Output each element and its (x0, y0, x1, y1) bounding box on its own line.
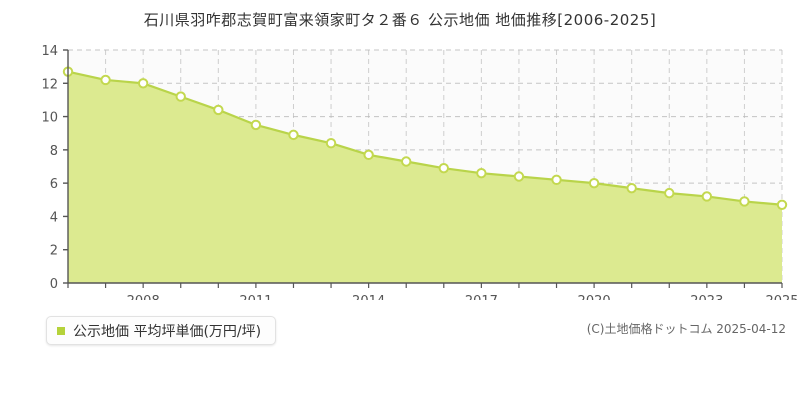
data-point-2013[interactable] (325, 138, 337, 149)
data-point-2020[interactable] (588, 177, 600, 189)
chart-legend: 公示地価 平均坪単価(万円/坪) (46, 316, 277, 345)
data-point-2023[interactable] (701, 191, 713, 202)
x-tick-label-2011: 2011 (239, 294, 272, 300)
y-tick-label-6: 6 (50, 177, 58, 192)
axes (63, 49, 783, 288)
x-tick-label-2008: 2008 (127, 294, 160, 300)
data-point-2014[interactable] (363, 149, 374, 161)
data-point-2007[interactable] (100, 74, 111, 86)
legend-label: 公示地価 平均坪単価(万円/坪) (73, 323, 262, 340)
y-tick-label-10: 10 (41, 111, 58, 126)
data-point-2025[interactable] (776, 199, 788, 210)
land-price-area-chart: 0 2 4 6 8 10 12 14 2008 2011 2014 2017 2020 2023 2025 (41, 44, 799, 300)
y-tick-label-0: 0 (50, 277, 58, 292)
data-point-2015[interactable] (401, 156, 412, 167)
data-point-2018[interactable] (513, 171, 525, 182)
area-fill (68, 71, 782, 283)
data-point-2024[interactable] (739, 196, 750, 207)
plot-area: 0 2 4 6 8 10 12 14 2008 2011 2014 2017 2020 2023 2025 (0, 40, 800, 300)
x-tick-label-2017: 2017 (465, 294, 498, 300)
y-tick-label-12: 12 (41, 77, 58, 92)
data-point-2017[interactable] (476, 167, 487, 179)
y-tick-label-4: 4 (50, 210, 58, 225)
x-tick-label-2023: 2023 (690, 294, 723, 300)
data-point-2008[interactable] (137, 78, 149, 89)
data-point-2009[interactable] (175, 91, 186, 102)
y-axis-tick-labels: 0 2 4 6 8 10 12 14 (41, 44, 58, 292)
x-tick-label-2014: 2014 (352, 294, 385, 300)
y-tick-label-2: 2 (50, 244, 58, 259)
data-point-2016[interactable] (438, 162, 449, 174)
data-point-2022[interactable] (664, 187, 675, 199)
trend-line (66, 70, 784, 206)
x-tick-label-2020: 2020 (578, 294, 611, 300)
copyright-credit: (C)土地価格ドットコム 2025-04-12 (586, 322, 786, 336)
data-point-markers (62, 66, 788, 210)
x-tick-label-2025: 2025 (765, 294, 798, 300)
data-point-2021[interactable] (626, 182, 637, 194)
legend-swatch-icon (57, 326, 65, 335)
y-tick-label-14: 14 (41, 44, 58, 59)
data-point-2012[interactable] (288, 129, 299, 141)
y-tick-label-8: 8 (50, 144, 58, 159)
x-axis-tick-labels: 2008 2011 2014 2017 2020 2023 2025 (127, 294, 799, 300)
data-point-2010[interactable] (213, 104, 224, 116)
data-point-2019[interactable] (551, 174, 562, 186)
data-point-2011[interactable] (250, 119, 262, 131)
page-title: 石川県羽咋郡志賀町富来領家町タ２番６ 公示地価 地価推移[2006-2025] (143, 11, 657, 29)
